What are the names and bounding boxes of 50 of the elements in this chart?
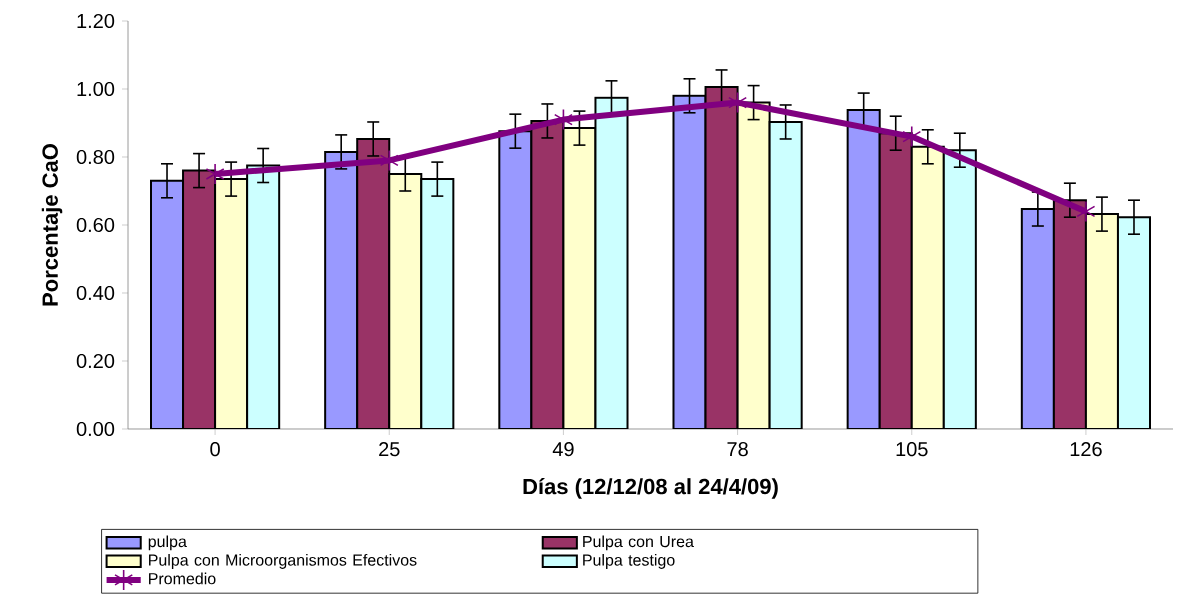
x-tick-label: 105 [896,442,928,457]
point [553,108,573,131]
y-tick-label: 1.20 [77,13,115,29]
bar [182,169,217,429]
bar [768,120,803,429]
bar [1084,213,1119,429]
bar [530,119,565,429]
point [902,125,922,148]
x-tick-label: 25 [379,442,400,457]
bar [846,109,881,429]
y-tick-label: 0.20 [76,353,115,369]
x-tick-label: 78 [727,442,748,457]
bar [736,101,771,429]
bar [498,130,533,429]
legend-label: Pulpa con Urea [583,535,694,551]
y-tick-label: 0.00 [76,421,115,437]
bar [1020,208,1055,429]
legend-label: pulpa [148,535,187,551]
bar [562,127,597,429]
y-tick-label: 0.60 [76,217,115,233]
point [1076,200,1096,223]
bar [388,173,423,429]
bar [420,178,455,429]
bar [246,164,281,429]
y-tick-label: 1.00 [77,81,115,97]
legend-label: Promedio [149,572,216,585]
y-tick-label: 0.80 [76,149,115,165]
legend-label: Pulpa con Microorganismos Efectivos [149,553,417,569]
point [728,91,748,114]
bar [356,137,391,429]
point [379,149,399,172]
x-tick-label: 126 [1070,442,1102,457]
bar [150,179,185,429]
bar [910,145,945,429]
bar [324,150,359,429]
x-axis-title: Días (12/12/08 al 24/4/09) [523,477,778,499]
bar [942,149,977,429]
bar [214,178,249,429]
x-tick-label: 0 [210,442,220,457]
bar [878,132,913,429]
bar [594,96,629,429]
point [205,163,225,185]
bar [1052,199,1087,429]
y-tick-label: 0.40 [76,285,115,301]
y-axis-title: Porcentaje CaO [41,144,63,306]
bar [1116,216,1152,429]
bar [704,85,739,429]
legend-label: Pulpa testigo [583,553,675,569]
x-tick-label: 49 [552,442,574,457]
bar [672,94,707,429]
